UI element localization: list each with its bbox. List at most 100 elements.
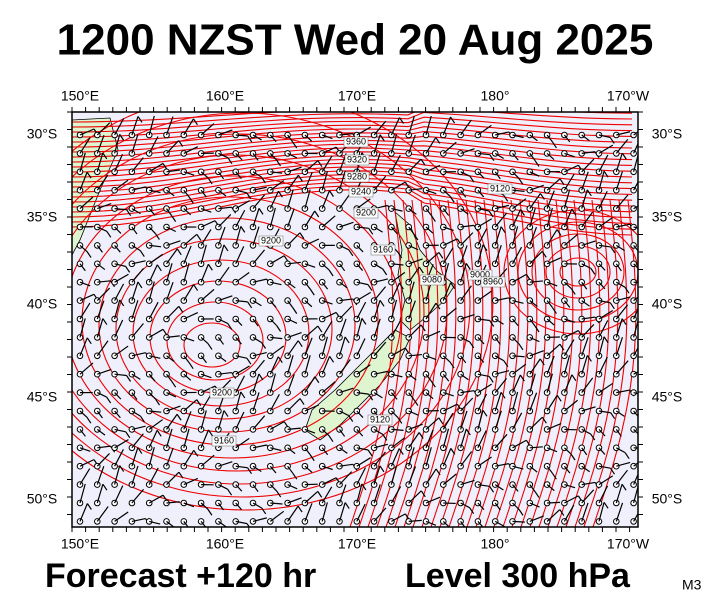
barb-staff [304, 238, 320, 246]
wind-barb [474, 410, 488, 433]
wind-barb [163, 305, 184, 323]
barb-staff [390, 117, 401, 136]
barb-staff [598, 190, 608, 209]
wind-barb [301, 444, 315, 462]
wind-barb [163, 248, 182, 268]
barb-station [318, 481, 326, 488]
barb-staff [494, 378, 508, 393]
barb-staff [339, 244, 350, 251]
barb-staff [633, 428, 638, 435]
barb-staff [148, 467, 159, 485]
wind-barb [163, 282, 174, 304]
barb-staff [200, 454, 215, 467]
barb-feather [413, 233, 419, 241]
barb-feather [207, 343, 213, 350]
wind-barb [128, 267, 144, 286]
contour-line [183, 322, 241, 368]
barb-staff [615, 360, 629, 375]
barb-staff [321, 428, 330, 437]
barb-staff [511, 391, 519, 412]
wind-barb [163, 499, 180, 507]
wind-barb [215, 410, 229, 433]
wind-barb [267, 345, 285, 360]
barb-staff [252, 171, 262, 178]
contour-label-box [487, 183, 513, 195]
wind-barb [232, 131, 253, 143]
wind-barb [215, 370, 237, 379]
barb-feather [586, 189, 592, 197]
wind-barb [180, 518, 189, 527]
contour-label: 9200 [212, 387, 232, 397]
barb-feather [102, 318, 108, 325]
wind-barb [474, 218, 493, 231]
barb-feather [397, 251, 403, 259]
wind-barb [318, 462, 333, 471]
barb-staff [183, 263, 190, 283]
wind-barb [318, 260, 334, 277]
barb-staff [114, 373, 127, 377]
barb-staff [287, 318, 298, 324]
wind-barb [94, 483, 108, 507]
barb-staff [390, 465, 398, 485]
wind-barb [561, 278, 576, 295]
wind-barb [405, 300, 416, 323]
wind-barb [595, 309, 614, 323]
barb-staff [356, 126, 371, 136]
barb-station [440, 297, 447, 304]
wind-barb [111, 511, 129, 525]
barb-station [111, 334, 118, 341]
barb-staff [460, 479, 475, 486]
barb-staff [165, 116, 174, 136]
barb-staff [616, 296, 631, 302]
barb-staff [269, 300, 277, 308]
wind-barb [353, 389, 374, 401]
wind-barb [145, 389, 161, 406]
wind-barb [215, 244, 229, 268]
barb-staff [408, 258, 423, 265]
barb-feather [450, 528, 454, 534]
barb-staff [252, 300, 262, 307]
barb-staff [494, 355, 505, 362]
barb-staff [79, 293, 95, 302]
barb-staff [97, 203, 112, 210]
barb-staff [235, 318, 243, 326]
wind-barb [163, 240, 181, 249]
wind-barb [145, 205, 156, 216]
wind-barb [509, 352, 525, 360]
barb-staff [200, 336, 209, 345]
barb-staff [390, 320, 401, 338]
wind-barb [94, 223, 112, 238]
barb-feather [551, 307, 557, 314]
wind-barb [197, 334, 213, 350]
barb-staff [79, 318, 86, 338]
barb-feather [368, 227, 374, 235]
barb-staff [477, 208, 490, 212]
wind-barb [180, 284, 199, 304]
barb-feather [500, 391, 506, 399]
wind-barb [613, 296, 631, 304]
barb-staff [633, 346, 638, 357]
wind-barb [630, 444, 638, 452]
barb-staff [615, 263, 622, 272]
barb-staff [96, 122, 111, 136]
wind-barb [180, 499, 195, 508]
barb-feather [155, 398, 161, 406]
wind-barb [94, 389, 112, 404]
wind-barb [267, 315, 282, 332]
barb-staff [114, 118, 125, 136]
barb-staff [270, 421, 285, 430]
wind-barb [474, 186, 485, 198]
barb-staff [217, 171, 225, 180]
barb-feather [314, 376, 320, 384]
barb-staff [338, 484, 347, 504]
wind-barb [422, 302, 441, 323]
barb-station [284, 389, 291, 396]
contour-label-box [353, 207, 379, 219]
wind-barb [267, 499, 283, 507]
barb-staff [546, 509, 561, 522]
barb-staff [183, 146, 199, 154]
barb-staff [114, 245, 121, 253]
wind-barb [180, 450, 199, 470]
contour-line [72, 170, 633, 207]
barb-station [145, 334, 153, 341]
